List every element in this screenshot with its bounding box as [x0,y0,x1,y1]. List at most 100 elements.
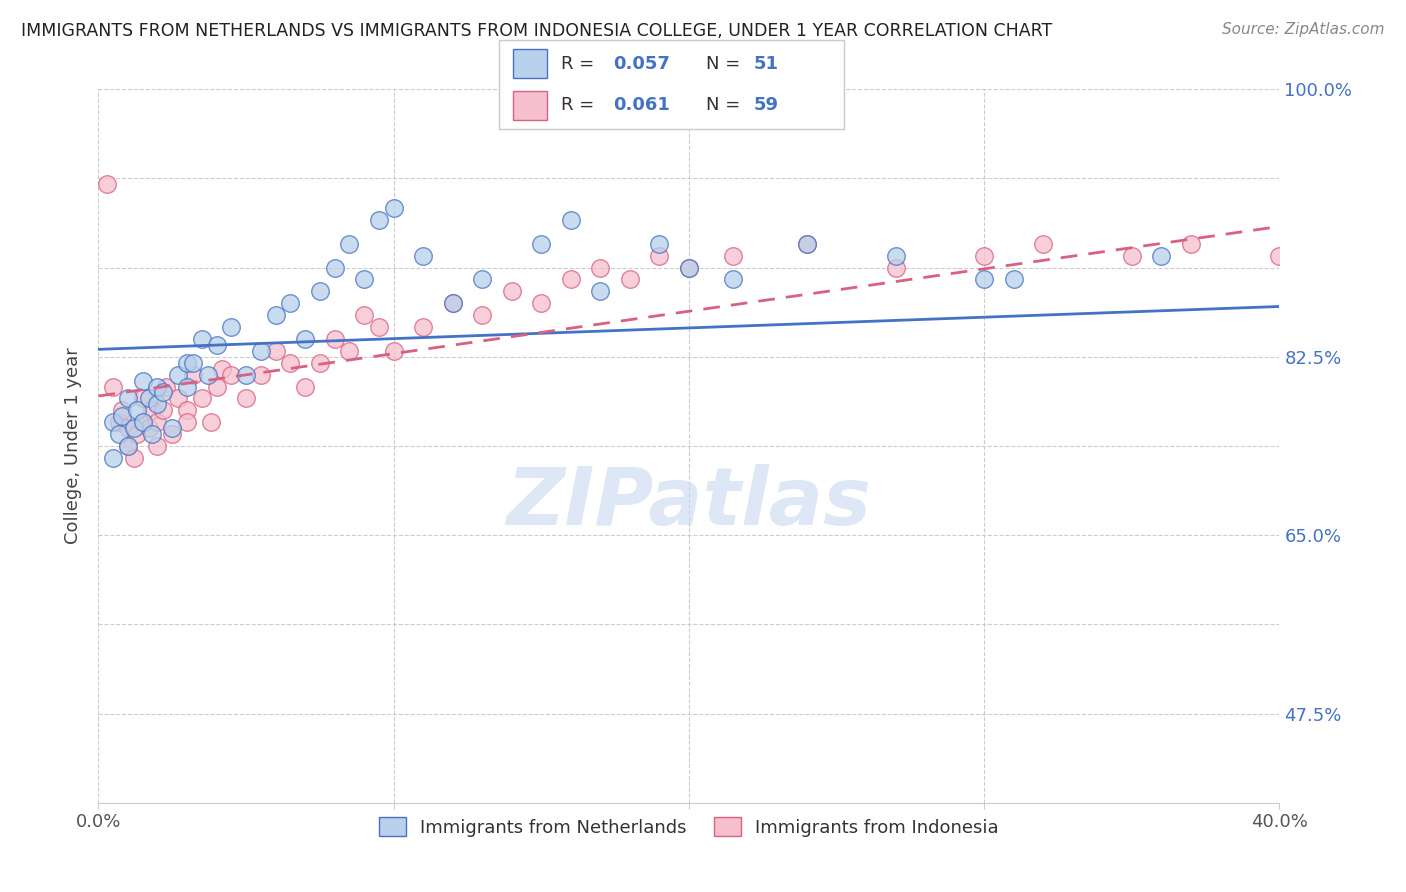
Point [884,260,907,275]
Text: N =: N = [706,95,745,114]
Point [146,397,169,411]
Point [122,450,145,465]
Point [309,356,332,370]
Point [167,368,190,382]
Point [382,343,405,358]
Point [132,374,155,388]
Point [1327,236,1350,251]
Point [560,213,582,227]
Point [191,332,214,346]
Point [181,368,204,382]
Point [1268,249,1291,263]
Point [412,249,434,263]
Point [1032,236,1054,251]
Point [973,272,995,286]
Point [353,272,375,286]
Point [723,249,745,263]
Point [96,178,118,192]
Point [294,379,316,393]
Text: 0.061: 0.061 [613,95,669,114]
Point [191,392,214,406]
Point [146,415,169,429]
Point [152,403,174,417]
Text: 0.057: 0.057 [613,54,669,73]
Point [117,439,139,453]
Point [884,249,907,263]
Point [141,403,163,417]
Text: N =: N = [706,54,745,73]
Point [138,421,160,435]
Point [294,332,316,346]
Point [250,343,273,358]
Point [264,343,287,358]
Point [339,236,361,251]
Point [108,427,131,442]
Point [167,392,190,406]
Point [132,415,155,429]
Point [471,272,494,286]
Point [1150,249,1173,263]
Point [108,415,131,429]
Point [441,296,464,310]
Text: IMMIGRANTS FROM NETHERLANDS VS IMMIGRANTS FROM INDONESIA COLLEGE, UNDER 1 YEAR C: IMMIGRANTS FROM NETHERLANDS VS IMMIGRANT… [21,22,1052,40]
Point [211,361,233,376]
Point [122,421,145,435]
Point [648,236,671,251]
Point [368,213,391,227]
Point [382,201,405,215]
Point [589,285,612,299]
Point [723,272,745,286]
Point [309,285,332,299]
Point [368,320,391,334]
Text: ZIPatlas: ZIPatlas [506,464,872,542]
Point [323,260,346,275]
Text: 51: 51 [754,54,779,73]
Point [146,379,169,393]
Point [205,338,228,352]
Point [323,332,346,346]
Point [125,427,148,442]
Point [181,356,204,370]
Point [471,308,494,322]
Point [280,296,302,310]
Point [250,368,273,382]
Text: R =: R = [561,95,600,114]
Point [155,379,177,393]
Point [796,236,818,251]
Point [648,249,671,263]
Point [530,236,553,251]
Point [589,260,612,275]
Point [162,421,183,435]
Text: R =: R = [561,54,600,73]
Point [530,296,553,310]
Point [353,308,375,322]
Point [264,308,287,322]
Point [162,427,183,442]
Point [141,427,163,442]
Point [146,439,169,453]
Legend: Immigrants from Netherlands, Immigrants from Indonesia: Immigrants from Netherlands, Immigrants … [371,810,1007,844]
Point [339,343,361,358]
Point [132,392,155,406]
Point [619,272,641,286]
Point [280,356,302,370]
Point [111,409,134,424]
Point [125,403,148,417]
Point [117,421,139,435]
Point [176,356,198,370]
Point [501,285,523,299]
Point [176,415,198,429]
Point [796,236,818,251]
Point [235,368,257,382]
Y-axis label: College, Under 1 year: College, Under 1 year [65,348,83,544]
Text: 59: 59 [754,95,779,114]
Point [412,320,434,334]
Point [235,392,257,406]
Point [1121,249,1143,263]
FancyBboxPatch shape [513,91,547,120]
Point [678,260,700,275]
Point [138,392,160,406]
Point [973,249,995,263]
Point [176,379,198,393]
Point [678,260,700,275]
